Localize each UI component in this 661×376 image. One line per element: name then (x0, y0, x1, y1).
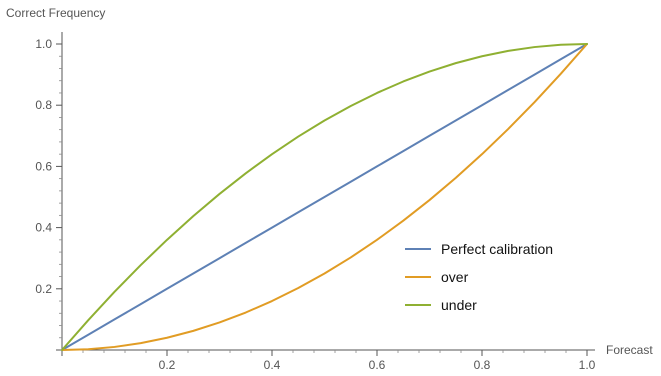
x-tick-label: 1.0 (579, 358, 596, 372)
y-tick-label: 0.6 (35, 159, 52, 173)
x-tick-label: 0.8 (474, 358, 491, 372)
y-tick-label: 0.2 (35, 282, 52, 296)
y-tick-label: 0.8 (35, 98, 52, 112)
y-tick-label: 0.4 (35, 221, 52, 235)
legend-label-perfect-calibration: Perfect calibration (441, 241, 553, 257)
ticks: 0.2 0.4 0.6 0.8 1.0 0.2 0.4 0.6 0.8 1.0 (35, 37, 595, 372)
legend: Perfect calibration over under (405, 241, 553, 313)
series-line-under (61, 43, 588, 351)
y-tick-label: 1.0 (35, 37, 52, 51)
x-tick-label: 0.2 (159, 358, 176, 372)
legend-label-over: over (441, 269, 469, 285)
series-line-over (61, 43, 588, 351)
series-line-perfect-calibration (61, 43, 588, 351)
legend-label-under: under (441, 297, 477, 313)
x-tick-label: 0.6 (369, 358, 386, 372)
x-axis-title: Forecast (606, 343, 653, 357)
y-axis-title: Correct Frequency (6, 6, 105, 20)
series-lines (61, 43, 588, 351)
x-tick-label: 0.4 (264, 358, 281, 372)
